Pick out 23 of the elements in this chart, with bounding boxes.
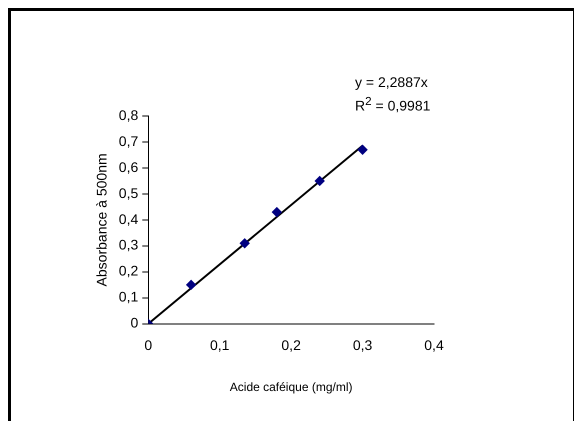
y-tick-label: 0,3	[118, 236, 138, 253]
text: R$^{2}$ = 0,9981	[355, 94, 430, 116]
y-tick-label: 0,4	[118, 210, 138, 227]
point	[314, 176, 325, 186]
x-tick-label: 0,1	[210, 337, 230, 354]
y-axis-title: Absorbance à 500nm	[93, 153, 110, 286]
y-tick-label: 0,2	[118, 262, 138, 279]
y-tick-label: 0,1	[118, 288, 138, 305]
y-tick-label: 0,6	[118, 158, 138, 175]
y-tick-label: 0,8	[118, 106, 138, 123]
point	[358, 144, 368, 155]
point	[240, 238, 250, 248]
x-tick-label: 0,4	[424, 337, 444, 354]
x-tick-label: 0	[144, 337, 152, 354]
point	[272, 207, 282, 218]
x-axis-title: Acide caféique (mg/ml)	[230, 380, 352, 394]
y-tick-label: 0,7	[118, 132, 138, 149]
text: y = 2,2887x	[355, 73, 429, 92]
y-tick-label: 0	[130, 314, 138, 331]
x-tick-label: 0,3	[352, 337, 373, 354]
point	[186, 280, 196, 290]
y-tick-label: 0,5	[118, 184, 138, 201]
x-tick-label: 0,2	[281, 337, 302, 354]
